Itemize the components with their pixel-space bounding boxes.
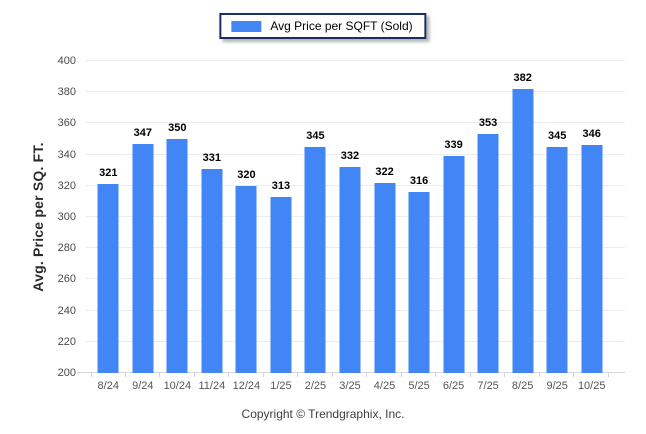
bar-value-label: 321 [99, 167, 118, 180]
bar-value-label: 382 [513, 72, 532, 85]
legend: Avg Price per SQFT (Sold) [219, 13, 427, 39]
y-tick-label: 240 [57, 304, 76, 317]
bar [477, 134, 499, 373]
bar [581, 145, 603, 373]
bar-slot: 320 12/24 [229, 61, 264, 392]
bar [408, 192, 430, 373]
x-tick-label: 9/25 [546, 380, 568, 392]
x-axis-tick [297, 373, 299, 377]
bar-value-label: 322 [375, 165, 394, 178]
gridline [85, 91, 625, 93]
bar-value-label: 331 [202, 151, 222, 164]
bar-slot: 346 10/25 [574, 61, 609, 392]
x-tick-label: 9/24 [132, 380, 154, 392]
bar-value-label: 316 [409, 175, 429, 188]
x-tick-label: 10/24 [163, 380, 192, 392]
bar-slot: 316 5/25 [402, 61, 437, 392]
x-axis-tick [469, 373, 471, 377]
y-tick-label: 300 [57, 211, 76, 223]
bar [235, 185, 257, 373]
y-tick-label: 360 [57, 117, 76, 130]
x-tick-label: 11/24 [198, 380, 226, 392]
x-axis-tick [573, 373, 575, 377]
bar-value-label: 332 [340, 150, 360, 163]
x-tick-label: 8/24 [97, 380, 119, 392]
y-tick-label: 200 [57, 367, 76, 379]
legend-label: Avg Price per SQFT (Sold) [270, 19, 413, 33]
x-axis-tick [159, 373, 161, 377]
bar [97, 184, 119, 373]
x-tick-label: 4/25 [373, 380, 396, 392]
bar-value-label: 353 [478, 117, 498, 130]
bar-slot: 313 1/25 [264, 61, 299, 392]
bar [339, 167, 361, 373]
bar [166, 139, 188, 373]
bar [512, 89, 534, 373]
y-tick-label: 260 [57, 273, 76, 286]
bar-slot: 332 3/25 [333, 61, 368, 392]
x-tick-label: 6/25 [442, 380, 465, 392]
bar-value-label: 350 [168, 122, 187, 134]
bar [132, 143, 154, 373]
footer-copyright: Copyright © Trendgraphix, Inc. [241, 407, 405, 421]
y-axis-title: Avg. Price per SQ. FT. [30, 142, 46, 292]
bar-slot: 321 8/24 [91, 61, 126, 392]
y-tick-label: 320 [57, 179, 76, 192]
gridline [85, 153, 625, 155]
x-axis-tick [193, 373, 195, 377]
bar-slot: 345 2/25 [298, 61, 333, 392]
bar-slot: 339 6/25 [436, 61, 471, 392]
x-tick-label: 5/25 [408, 380, 430, 392]
bar [201, 168, 223, 373]
bars-container: 321 8/24 347 9/24 350 10/24 331 11/24 320 12/24 31… [91, 61, 609, 392]
y-tick-label: 220 [57, 335, 76, 348]
y-tick-label: 280 [57, 242, 76, 255]
bar-slot: 353 7/25 [471, 61, 506, 392]
x-tick-label: 12/24 [232, 380, 261, 392]
y-tick-label: 340 [57, 148, 76, 161]
x-axis-tick [366, 373, 368, 377]
x-axis-tick [607, 373, 609, 377]
bar [374, 182, 396, 373]
x-axis-tick [331, 373, 333, 377]
bar-value-label: 339 [444, 139, 463, 152]
legend-swatch-icon [231, 20, 262, 32]
x-axis-tick [504, 373, 506, 377]
gridline [85, 122, 625, 124]
bar [546, 146, 568, 373]
x-tick-label: 1/25 [270, 380, 292, 392]
x-tick-label: 8/25 [511, 380, 534, 392]
bar [270, 196, 292, 373]
bar [443, 156, 465, 373]
x-tick-label: 3/25 [339, 380, 361, 392]
x-axis-tick [262, 373, 264, 377]
bar-value-label: 347 [133, 126, 152, 139]
bar-value-label: 345 [547, 129, 567, 142]
x-tick-label: 7/25 [477, 380, 499, 392]
bar-slot: 382 8/25 [505, 61, 540, 392]
bar-slot: 331 11/24 [195, 61, 230, 392]
bar [304, 146, 326, 373]
bar-slot: 345 9/25 [540, 61, 575, 392]
x-axis-tick [400, 373, 402, 377]
x-axis-tick [435, 373, 437, 377]
plot-area: 321 8/24 347 9/24 350 10/24 331 11/24 320 12/24 31… [58, 55, 635, 392]
bar-value-label: 346 [582, 128, 601, 141]
bar-value-label: 345 [306, 129, 325, 142]
x-axis-tick [228, 373, 230, 377]
bar-value-label: 313 [271, 179, 291, 192]
bar-value-label: 320 [237, 168, 256, 181]
x-tick-label: 2/25 [304, 380, 327, 392]
y-tick-label: 380 [57, 86, 76, 99]
x-tick-label: 10/25 [577, 380, 606, 392]
x-axis-tick [538, 373, 540, 377]
x-axis-tick [124, 373, 126, 377]
x-axis-tick [91, 373, 92, 377]
gridline [85, 60, 625, 61]
y-tick-label: 400 [57, 55, 76, 67]
bar-slot: 322 4/25 [367, 61, 402, 392]
bar-slot: 347 9/24 [126, 61, 161, 392]
bar-slot: 350 10/24 [160, 61, 195, 392]
